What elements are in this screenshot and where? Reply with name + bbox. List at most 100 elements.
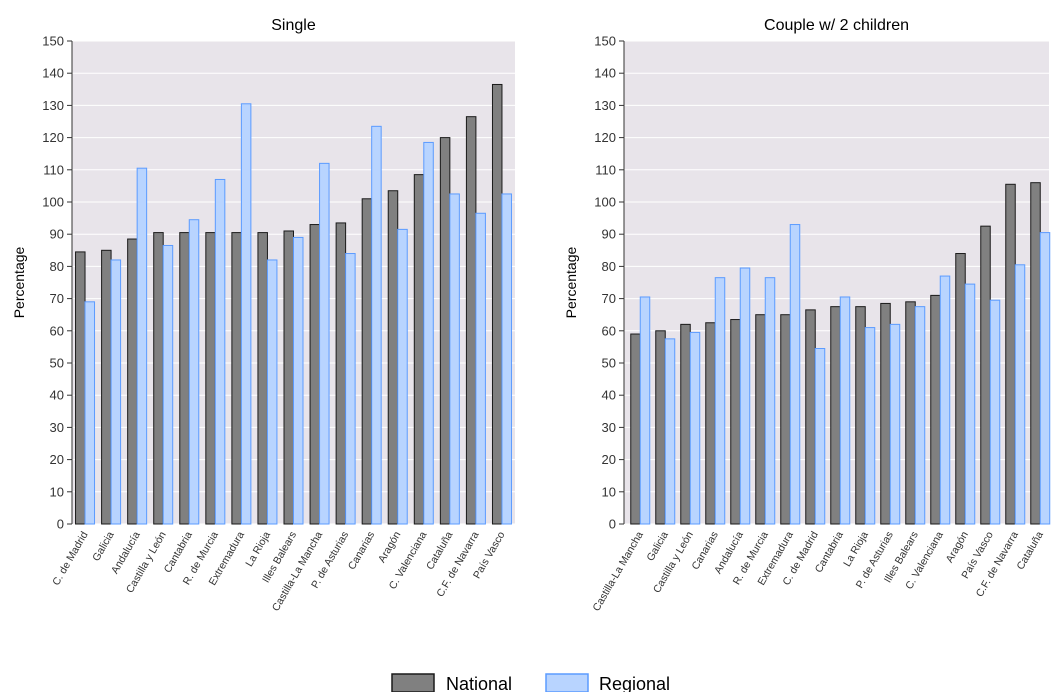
y-tick-label: 120 bbox=[594, 130, 616, 145]
bar-national-pais-vasco bbox=[980, 225, 991, 525]
bar-regional-cataluna bbox=[449, 193, 460, 525]
legend-swatch-national bbox=[391, 673, 435, 692]
bar-regional-c-de-madrid bbox=[814, 348, 826, 525]
legend-label-regional: Regional bbox=[599, 674, 670, 692]
bar-national-extremadura bbox=[780, 314, 791, 525]
bar-national-aragon bbox=[955, 253, 966, 525]
bar-national-la-rioja bbox=[855, 306, 866, 525]
y-tick-label: 60 bbox=[602, 323, 616, 338]
bar-national-canarias bbox=[705, 322, 716, 525]
bar-regional-galicia bbox=[110, 259, 122, 525]
y-tick-label: 70 bbox=[602, 291, 616, 306]
bar-national-castilla-y-leon bbox=[153, 232, 164, 525]
y-tick-label: 150 bbox=[42, 34, 64, 49]
bar-national-cataluna bbox=[1030, 182, 1041, 525]
bar-regional-pais-vasco bbox=[501, 193, 512, 525]
plot-panel-single: 0 10 20 30 40 50 60 70 80 90 100 110 120 130 140 150 C. … bbox=[42, 34, 515, 613]
bar-national-c-f-de-navarra bbox=[465, 116, 477, 525]
y-tick-label: 140 bbox=[42, 66, 64, 81]
x-tick-label: Galicia bbox=[644, 529, 671, 563]
x-tick-label: Castilla-La Mancha bbox=[591, 529, 646, 613]
bar-regional-cantabria bbox=[839, 296, 851, 525]
x-tick-label: Aragón bbox=[944, 529, 971, 564]
bar-national-cantabria bbox=[179, 232, 190, 525]
plot-panel-couple: 0 10 20 30 40 50 60 70 80 90 100 110 120 130 140 150 Cas… bbox=[591, 34, 1051, 613]
bar-regional-p-de-asturias bbox=[889, 323, 901, 525]
y-tick-label: 50 bbox=[50, 356, 64, 371]
bar-regional-c-f-de-navarra bbox=[475, 212, 486, 525]
y-tick-label: 30 bbox=[50, 420, 64, 435]
bar-national-galicia bbox=[655, 330, 666, 525]
bar-national-la-rioja bbox=[257, 232, 268, 525]
legend-label-national: National bbox=[446, 674, 512, 692]
y-tick-label: 110 bbox=[595, 162, 616, 177]
bar-regional-r-de-murcia bbox=[214, 178, 226, 525]
y-tick-label: 10 bbox=[602, 484, 616, 499]
bar-national-illes-balears bbox=[283, 230, 294, 525]
y-tick-label: 0 bbox=[57, 517, 64, 532]
bar-regional-c-valenciana bbox=[939, 275, 951, 525]
bar-regional-la-rioja bbox=[266, 259, 278, 525]
y-tick-label: 120 bbox=[42, 130, 64, 145]
y-tick-label: 150 bbox=[594, 34, 616, 49]
bar-regional-cataluna bbox=[1039, 232, 1051, 525]
bar-national-cantabria bbox=[830, 306, 841, 525]
y-tick-label: 0 bbox=[609, 517, 616, 532]
bar-national-castilla-la-mancha bbox=[630, 333, 641, 525]
bar-regional-la-rioja bbox=[864, 327, 876, 525]
bar-national-aragon bbox=[387, 190, 399, 525]
bar-national-andalucia bbox=[730, 319, 741, 525]
bar-national-c-valenciana bbox=[413, 174, 425, 525]
y-tick-label: 140 bbox=[594, 66, 616, 81]
bar-regional-p-de-asturias bbox=[345, 253, 356, 525]
y-tick-label: 20 bbox=[50, 452, 64, 467]
bar-regional-c-f-de-navarra bbox=[1014, 264, 1026, 525]
bar-national-r-de-murcia bbox=[755, 314, 766, 525]
bar-regional-extremadura bbox=[789, 224, 801, 525]
y-tick-label: 110 bbox=[43, 162, 64, 177]
bar-regional-galicia bbox=[664, 338, 676, 525]
y-tick-label: 100 bbox=[42, 195, 64, 210]
y-tick-label: 90 bbox=[602, 227, 616, 242]
y-tick-label: 20 bbox=[602, 452, 616, 467]
bar-regional-castilla-la-mancha bbox=[639, 296, 651, 525]
bar-regional-c-de-madrid bbox=[84, 301, 96, 525]
y-tick-label: 90 bbox=[50, 227, 64, 242]
x-tick-label: C. de Madrid bbox=[50, 529, 91, 587]
bar-regional-castilla-y-leon bbox=[162, 244, 174, 525]
bar-national-illes-balears bbox=[905, 301, 916, 525]
bar-national-p-de-asturias bbox=[335, 222, 347, 525]
bar-regional-illes-balears bbox=[914, 306, 926, 525]
bar-national-andalucia bbox=[127, 238, 138, 525]
y-tick-label: 70 bbox=[50, 291, 64, 306]
bar-regional-r-de-murcia bbox=[764, 277, 776, 525]
chart-title-single: Single bbox=[271, 17, 316, 34]
y-tick-label: 60 bbox=[50, 323, 64, 338]
y-tick-label: 130 bbox=[594, 98, 616, 113]
bar-national-castilla-la-mancha bbox=[309, 224, 321, 525]
bar-national-cataluna bbox=[439, 137, 451, 525]
legend: National Regional bbox=[391, 673, 670, 692]
y-tick-label: 30 bbox=[602, 420, 616, 435]
y-axis-label-single: Percentage bbox=[11, 246, 27, 318]
y-tick-label: 10 bbox=[50, 484, 64, 499]
chart-title-couple: Couple w/ 2 children bbox=[764, 17, 909, 34]
bar-regional-aragon bbox=[397, 228, 408, 525]
bar-national-c-f-de-navarra bbox=[1005, 183, 1016, 525]
bar-national-galicia bbox=[101, 249, 112, 525]
bar-national-c-de-madrid bbox=[805, 309, 816, 525]
y-tick-label: 50 bbox=[602, 356, 616, 371]
bar-regional-extremadura bbox=[240, 103, 252, 525]
bar-regional-c-valenciana bbox=[423, 141, 434, 525]
y-tick-label: 130 bbox=[42, 98, 64, 113]
y-tick-label: 40 bbox=[50, 388, 64, 403]
bar-national-p-de-asturias bbox=[880, 302, 891, 525]
bar-regional-canarias bbox=[714, 277, 726, 525]
y-tick-label: 100 bbox=[594, 195, 616, 210]
bar-regional-andalucia bbox=[136, 167, 148, 525]
bar-regional-castilla-la-mancha bbox=[319, 162, 330, 525]
bar-regional-andalucia bbox=[739, 267, 751, 525]
y-tick-label: 80 bbox=[50, 259, 64, 274]
y-tick-label: 40 bbox=[602, 388, 616, 403]
